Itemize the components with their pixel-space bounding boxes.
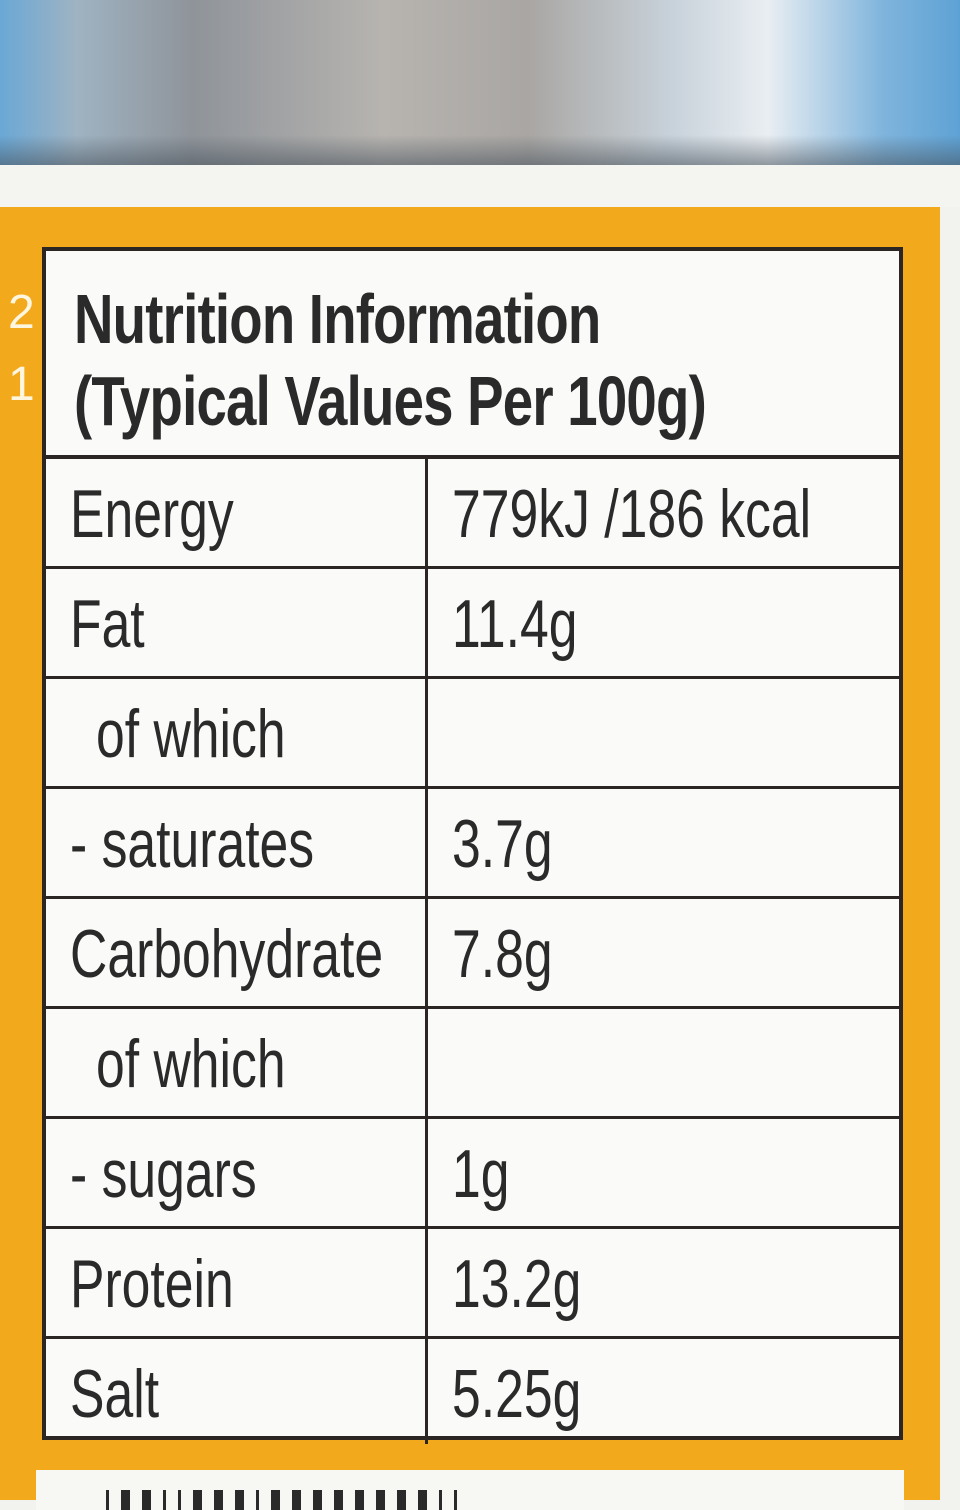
nutrient-value: 11.4g bbox=[452, 586, 578, 662]
barcode-mark bbox=[292, 1490, 301, 1510]
barcode-mark bbox=[376, 1490, 385, 1510]
barcode-mark bbox=[271, 1490, 280, 1510]
barcode-mark bbox=[313, 1490, 322, 1510]
nutrient-label: of which bbox=[96, 696, 286, 772]
table-row: of which bbox=[46, 1009, 899, 1119]
barcode-mark bbox=[397, 1490, 406, 1510]
nutrient-label: Protein bbox=[70, 1246, 234, 1322]
table-row: Carbohydrate 7.8g bbox=[46, 899, 899, 1009]
barcode-mark bbox=[121, 1490, 130, 1510]
barcode-mark bbox=[142, 1490, 151, 1510]
table-row: Energy 779kJ /186 kcal bbox=[46, 459, 899, 569]
barcode-mark bbox=[214, 1490, 223, 1510]
table-row: - saturates 3.7g bbox=[46, 789, 899, 899]
nutrient-label: Energy bbox=[70, 476, 234, 552]
table-row: - sugars 1g bbox=[46, 1119, 899, 1229]
barcode-mark bbox=[235, 1490, 244, 1510]
table-header: Nutrition Information (Typical Values Pe… bbox=[46, 251, 899, 459]
table-row: of which bbox=[46, 679, 899, 789]
table-row: Salt 5.25g bbox=[46, 1339, 899, 1449]
barcode-mark bbox=[439, 1490, 442, 1510]
nutrient-value: 5.25g bbox=[452, 1356, 582, 1432]
barcode-mark bbox=[418, 1490, 427, 1510]
barcode-mark bbox=[106, 1490, 109, 1510]
table-title: Nutrition Information bbox=[74, 280, 601, 358]
nutrient-label: - sugars bbox=[70, 1136, 257, 1212]
barcode-mark bbox=[334, 1490, 343, 1510]
side-number: 1 bbox=[8, 358, 35, 411]
barcode-mark bbox=[178, 1490, 181, 1510]
barcode-mark bbox=[163, 1490, 166, 1510]
barcode-mark bbox=[355, 1490, 364, 1510]
nutrient-label: - saturates bbox=[70, 806, 315, 882]
nutrition-table: Nutrition Information (Typical Values Pe… bbox=[42, 247, 903, 1444]
nutrient-value: 1g bbox=[452, 1136, 510, 1212]
barcode-mark bbox=[193, 1490, 202, 1510]
nutrient-label: Carbohydrate bbox=[70, 916, 384, 992]
nutrient-label: Fat bbox=[70, 586, 145, 662]
table-row: Protein 13.2g bbox=[46, 1229, 899, 1339]
barcode-mark bbox=[256, 1490, 259, 1510]
nutrient-value: 779kJ /186 kcal bbox=[452, 476, 812, 552]
nutrient-label: of which bbox=[96, 1026, 286, 1102]
product-photo-top bbox=[0, 0, 960, 165]
column-divider bbox=[425, 459, 428, 1444]
barcode-mark bbox=[454, 1490, 457, 1510]
nutrient-value: 3.7g bbox=[452, 806, 553, 882]
side-number: 2 bbox=[8, 286, 35, 339]
barcode-strip bbox=[36, 1470, 904, 1510]
table-subtitle: (Typical Values Per 100g) bbox=[74, 362, 707, 440]
table-row: Fat 11.4g bbox=[46, 569, 899, 679]
white-band bbox=[0, 165, 960, 207]
nutrient-value: 13.2g bbox=[452, 1246, 582, 1322]
nutrient-label: Salt bbox=[70, 1356, 160, 1432]
nutrient-value: 7.8g bbox=[452, 916, 553, 992]
